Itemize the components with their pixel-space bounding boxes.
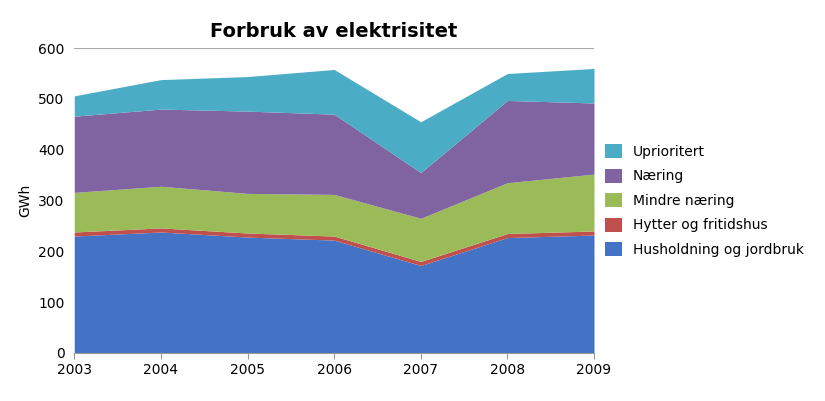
Y-axis label: GWh: GWh bbox=[19, 184, 33, 217]
Legend: Uprioritert, Næring, Mindre næring, Hytter og fritidshus, Husholdning og jordbru: Uprioritert, Næring, Mindre næring, Hytt… bbox=[601, 140, 808, 261]
Title: Forbruk av elektrisitet: Forbruk av elektrisitet bbox=[210, 22, 458, 41]
